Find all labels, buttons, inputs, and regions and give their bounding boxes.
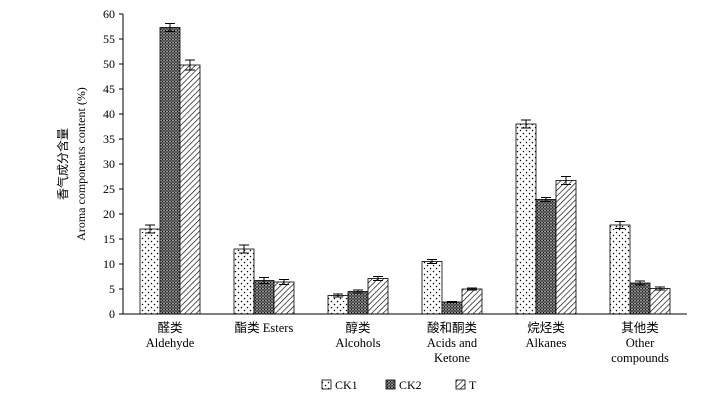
error-bar-t-5 bbox=[655, 286, 665, 291]
category-label: 烷烃类 bbox=[527, 321, 565, 335]
error-bar-ck2-3 bbox=[447, 301, 457, 303]
error-bar-ck1-4 bbox=[521, 119, 531, 129]
bar-ck1-1 bbox=[233, 248, 255, 315]
y-tick-label: 0 bbox=[109, 307, 115, 321]
error-bar-t-3 bbox=[467, 287, 477, 291]
bars bbox=[139, 27, 671, 315]
error-bar-t-2 bbox=[373, 276, 383, 281]
legend-item-ck2: CK2 bbox=[385, 378, 422, 392]
legend-item-t: T bbox=[455, 378, 477, 392]
error-bar-ck1-3 bbox=[427, 259, 437, 264]
category-label: 醛类 bbox=[157, 320, 183, 335]
legend: CK1 CK2 T bbox=[321, 378, 477, 392]
legend-swatch bbox=[455, 379, 466, 390]
error-bar-ck2-0 bbox=[165, 23, 175, 32]
error-bar-ck2-1 bbox=[259, 277, 269, 284]
bar-ck2-1 bbox=[253, 280, 275, 315]
y-tick-label: 25 bbox=[103, 182, 115, 196]
error-bar-t-0 bbox=[185, 59, 195, 71]
legend-swatch bbox=[385, 379, 396, 390]
bar-t-1 bbox=[273, 281, 295, 315]
category-label: Alkanes bbox=[526, 336, 567, 350]
category-label: Alcohols bbox=[335, 336, 380, 350]
error-bar-t-4 bbox=[561, 176, 571, 185]
bar-ck2-2 bbox=[347, 291, 369, 315]
bar-ck1-4 bbox=[515, 123, 537, 315]
category-label: Other bbox=[626, 336, 655, 350]
error-bar-ck2-2 bbox=[353, 289, 363, 294]
bar-t-3 bbox=[461, 288, 483, 315]
error-bar-ck1-1 bbox=[239, 244, 249, 254]
bar-ck1-5 bbox=[609, 224, 631, 315]
error-bar-ck1-2 bbox=[333, 293, 343, 298]
y-axis-label: 香气成分含量 Aroma components content (%) bbox=[55, 87, 88, 241]
bar-ck2-0 bbox=[159, 27, 181, 315]
error-bar-ck2-4 bbox=[541, 197, 551, 202]
y-tick-label: 55 bbox=[103, 32, 115, 46]
y-axis-label-cn: 香气成分含量 bbox=[55, 128, 70, 200]
category-label: compounds bbox=[611, 351, 669, 365]
bar-t-5 bbox=[649, 288, 671, 315]
legend-label: T bbox=[469, 378, 477, 392]
error-bars bbox=[145, 23, 665, 303]
y-tick-label: 45 bbox=[103, 82, 115, 96]
y-axis-ticks: 0 5 10 15 20 25 30 35 40 45 50 55 60 bbox=[103, 7, 123, 321]
error-bar-ck2-5 bbox=[635, 280, 645, 286]
legend-label: CK2 bbox=[399, 378, 422, 392]
axes bbox=[122, 14, 687, 315]
bar-t-0 bbox=[179, 64, 201, 315]
error-bar-ck1-0 bbox=[145, 224, 155, 234]
y-tick-label: 20 bbox=[103, 207, 115, 221]
category-label: Ketone bbox=[434, 351, 471, 365]
y-tick-label: 50 bbox=[103, 57, 115, 71]
bar-ck2-4 bbox=[535, 199, 557, 315]
category-label: 酯类 Esters bbox=[235, 321, 294, 335]
category-label: 其他类 bbox=[621, 321, 659, 335]
bar-t-2 bbox=[367, 278, 389, 315]
error-bar-ck1-5 bbox=[615, 221, 625, 229]
bar-ck1-3 bbox=[421, 261, 443, 315]
bar-ck2-3 bbox=[441, 301, 463, 315]
category-label: 醇类 bbox=[345, 320, 371, 335]
y-tick-label: 40 bbox=[103, 107, 115, 121]
legend-swatch bbox=[321, 379, 332, 390]
bar-ck2-5 bbox=[629, 282, 651, 315]
y-axis-label-en: Aroma components content (%) bbox=[74, 87, 88, 241]
y-tick-label: 60 bbox=[103, 7, 115, 21]
y-tick-label: 10 bbox=[103, 257, 115, 271]
bar-ck1-0 bbox=[139, 228, 161, 315]
category-label: 酸和酮类 bbox=[427, 320, 478, 335]
y-tick-label: 30 bbox=[103, 157, 115, 171]
error-bar-t-1 bbox=[279, 279, 289, 285]
bar-t-4 bbox=[555, 180, 577, 315]
bar-ck1-2 bbox=[327, 295, 349, 315]
legend-item-ck1: CK1 bbox=[321, 378, 358, 392]
category-label: Acids and bbox=[427, 336, 478, 350]
y-tick-label: 5 bbox=[109, 282, 115, 296]
category-label: Aldehyde bbox=[146, 336, 195, 350]
y-tick-label: 15 bbox=[103, 232, 115, 246]
legend-label: CK1 bbox=[335, 378, 358, 392]
y-tick-label: 35 bbox=[103, 132, 115, 146]
